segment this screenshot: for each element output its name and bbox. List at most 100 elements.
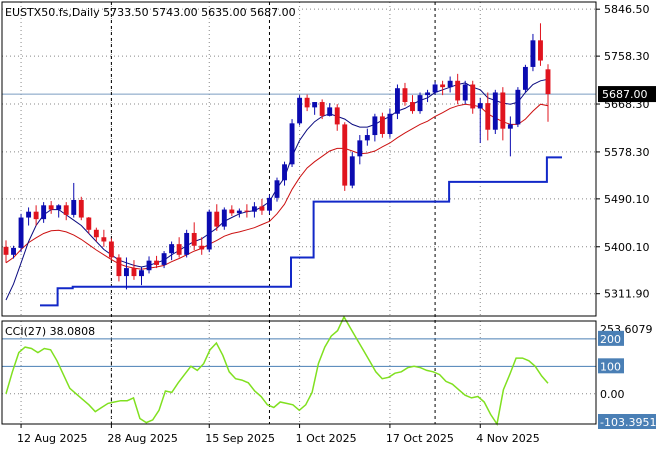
candles (3, 23, 551, 290)
candle-body (11, 247, 16, 255)
time-tick-label: 28 Aug 2025 (107, 432, 177, 445)
candle-body (364, 135, 370, 141)
candle-body (93, 229, 99, 238)
price-tick-label: 5758.30 (604, 50, 650, 63)
candle-body (161, 253, 167, 265)
cci-tick-label: 0.00 (600, 388, 625, 401)
candle-body (462, 84, 468, 101)
candle-body (447, 80, 453, 88)
chart-header: EUSTX50.fs,Daily 5733.50 5743.00 5635.00… (5, 6, 296, 19)
candle-body (56, 205, 62, 210)
price-tick-label: 5846.50 (604, 3, 650, 16)
candle-body (327, 107, 333, 116)
candle-body (236, 210, 242, 214)
candle-body (334, 107, 340, 125)
cci-line (5, 315, 549, 426)
candle-body (357, 140, 363, 157)
candle-body (289, 123, 295, 165)
candle-body (48, 205, 54, 210)
candle-body (515, 89, 521, 125)
candle-body (146, 260, 152, 271)
candle-body (425, 92, 431, 96)
last-price-tag (598, 86, 656, 103)
candle-body (267, 197, 272, 211)
panel-frames (1, 1, 597, 425)
stop-line-path (40, 156, 562, 307)
slow-ma-line (5, 103, 549, 270)
candle-body (229, 209, 235, 214)
candle-body (244, 210, 250, 212)
candle-body (18, 217, 24, 248)
cci-title: CCI(27) 38.0808 (5, 325, 95, 338)
candle-body (522, 66, 528, 90)
candle-body (101, 237, 107, 242)
candle-body (319, 102, 325, 116)
price-tick-label: 5578.30 (604, 146, 650, 159)
candle-body (394, 88, 400, 114)
price-axis: 5846.505758.305668.305578.305490.105400.… (596, 3, 656, 301)
candle-body (545, 69, 551, 95)
candle-body (86, 217, 92, 230)
candle-body (206, 211, 212, 250)
time-tick-label: 17 Oct 2025 (386, 432, 454, 445)
time-tick-label: 4 Nov 2025 (476, 432, 539, 445)
candle-body (297, 97, 303, 124)
candle-body (485, 103, 491, 130)
cci-panel-frame (1, 320, 597, 425)
time-tick-label: 12 Aug 2025 (17, 432, 87, 445)
cci-tick-label: -103.3951 (600, 416, 656, 429)
candle-body (538, 40, 543, 61)
candle-body (3, 246, 9, 255)
price-tick-label: 5490.10 (604, 193, 650, 206)
cci-level-box (598, 358, 624, 374)
candle-body (251, 206, 257, 212)
candle-body (492, 92, 498, 130)
price-panel-frame (1, 1, 597, 317)
cci-tick-label: 200 (600, 333, 621, 346)
price-tick-label: 5400.10 (604, 241, 650, 254)
candle-body (304, 97, 310, 108)
candle-body (169, 244, 175, 254)
candle-body (41, 205, 47, 220)
candle-body (500, 92, 506, 129)
candle-body (282, 164, 287, 181)
candle-body (417, 95, 423, 112)
time-tick-label: 15 Sep 2025 (205, 432, 275, 445)
cci-tick-label: 100 (600, 360, 621, 373)
candle-body (410, 102, 415, 112)
candle-body (349, 156, 355, 186)
cci-level-box (598, 414, 656, 429)
time-axis: 12 Aug 2025 28 Aug 2025 15 Sep 2025 1 Oct 2… (17, 424, 540, 445)
stop-line (40, 156, 562, 307)
candle-body (312, 102, 318, 108)
candle-body (221, 209, 227, 227)
candle-body (455, 80, 461, 101)
candle-body (530, 40, 536, 67)
candle-body (33, 211, 39, 220)
candle-body (199, 245, 205, 250)
candle-body (440, 84, 446, 88)
candle-body (214, 211, 220, 227)
candle-body (372, 116, 378, 136)
time-tick-label: 1 Oct 2025 (296, 432, 357, 445)
candle-body (259, 206, 265, 211)
candle-body (116, 257, 122, 277)
cci-series (5, 315, 549, 426)
candle-body (379, 116, 385, 134)
candle-body (184, 232, 190, 255)
candle-body (191, 232, 197, 246)
candle-body (387, 113, 393, 134)
candle-body (71, 199, 77, 215)
candle-body (342, 124, 348, 186)
price-tick-label: 5311.90 (604, 288, 650, 301)
candle-body (78, 199, 84, 218)
cci-grid (2, 321, 596, 424)
candle-body (477, 103, 483, 109)
candle-body (108, 241, 114, 258)
candle-body (123, 268, 129, 277)
candle-body (507, 124, 513, 129)
candle-body (470, 84, 476, 109)
candle-body (131, 268, 137, 277)
candle-body (154, 260, 160, 265)
